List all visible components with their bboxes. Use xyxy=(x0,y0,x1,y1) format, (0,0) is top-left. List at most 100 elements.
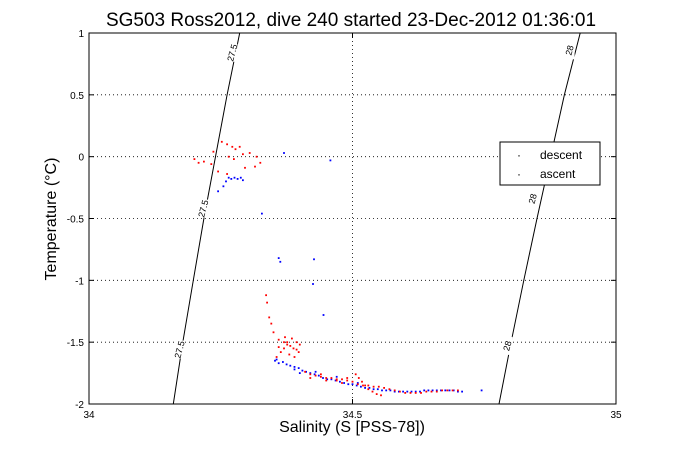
descent-point-49 xyxy=(406,390,409,393)
ascent-point-37 xyxy=(283,347,285,350)
ascent-point-85 xyxy=(284,336,286,339)
ascent-point-74 xyxy=(367,388,370,391)
descent-point-36 xyxy=(351,383,354,386)
y-tick-label-0: -2 xyxy=(75,400,84,411)
legend-label-ascent: ascent xyxy=(540,167,576,181)
descent-point-3 xyxy=(236,178,239,180)
contour-label-bg-0-2 xyxy=(174,340,185,359)
ascent-point-38 xyxy=(275,356,278,358)
contour-label-0-1: 27.5 xyxy=(196,199,210,219)
ascent-point-52 xyxy=(367,384,370,387)
ascent-point-8 xyxy=(234,148,237,151)
descent-point-43 xyxy=(381,389,383,392)
ascent-point-28 xyxy=(289,345,292,347)
ascent-point-73 xyxy=(364,384,366,387)
ascent-point-58 xyxy=(399,390,401,393)
descent-point-64 xyxy=(314,370,317,373)
ascent-point-69 xyxy=(457,389,459,392)
ascent-point-21 xyxy=(266,301,268,304)
descent-point-63 xyxy=(480,389,483,392)
descent-point-56 xyxy=(435,389,438,392)
ascent-point-6 xyxy=(226,143,228,146)
contour-label-1-1: 28 xyxy=(527,193,539,205)
descent-point-57 xyxy=(440,389,442,392)
ascent-point-41 xyxy=(309,373,312,376)
ascent-point-75 xyxy=(371,390,374,393)
descent-point-51 xyxy=(414,390,417,393)
ascent-point-23 xyxy=(270,322,273,325)
descent-point-7 xyxy=(242,179,244,182)
contour-label-1-0: 28 xyxy=(563,44,575,56)
descent-point-13 xyxy=(279,260,282,263)
y-tick-label-5: 0.5 xyxy=(70,91,84,102)
ascent-point-45 xyxy=(330,377,333,379)
descent-point-69 xyxy=(275,358,278,361)
ascent-point-0 xyxy=(193,158,196,160)
descent-point-68 xyxy=(298,372,301,374)
chart-title: SG503 Ross2012, dive 240 started 23-Dec-… xyxy=(106,10,596,31)
ascent-point-17 xyxy=(217,170,219,173)
ascent-point-18 xyxy=(226,173,228,175)
ascent-point-59 xyxy=(404,392,407,394)
series-descent xyxy=(217,152,483,393)
descent-point-41 xyxy=(372,388,375,391)
descent-point-45 xyxy=(389,389,392,392)
ascent-point-22 xyxy=(268,316,271,319)
descent-point-24 xyxy=(301,369,304,372)
ascent-point-11 xyxy=(233,158,235,160)
descent-point-15 xyxy=(312,283,314,285)
ascent-point-67 xyxy=(446,389,449,392)
ascent-point-47 xyxy=(341,378,343,381)
descent-point-46 xyxy=(393,390,396,393)
ascent-point-51 xyxy=(362,384,364,387)
ascent-point-26 xyxy=(283,341,285,344)
ascent-point-7 xyxy=(231,145,234,148)
ascent-point-64 xyxy=(430,390,433,393)
ascent-point-76 xyxy=(375,393,378,395)
descent-point-19 xyxy=(282,361,284,363)
ascent-point-13 xyxy=(248,152,251,154)
y-tick-label-1: -1.5 xyxy=(67,338,85,349)
ascent-point-54 xyxy=(377,385,380,388)
y-tick-label-6: 1 xyxy=(78,29,84,40)
descent-point-6 xyxy=(222,185,225,188)
ascent-point-72 xyxy=(361,380,363,383)
ascent-point-62 xyxy=(420,392,422,394)
descent-point-37 xyxy=(355,384,358,387)
descent-point-38 xyxy=(360,385,362,388)
descent-point-12 xyxy=(277,257,280,259)
legend-label-descent: descent xyxy=(540,148,583,162)
ascent-point-55 xyxy=(383,387,385,389)
ascent-point-49 xyxy=(351,380,354,383)
ascent-point-86 xyxy=(295,341,298,344)
descent-point-58 xyxy=(444,389,447,392)
y-tick-label-2: -1 xyxy=(75,276,84,287)
ascent-point-63 xyxy=(425,390,428,393)
descent-point-22 xyxy=(293,366,296,368)
descent-point-27 xyxy=(313,373,316,376)
legend-marker-ascent: · xyxy=(517,167,521,181)
descent-point-31 xyxy=(330,378,333,381)
contour-label-1-2: 28 xyxy=(501,340,513,352)
ascent-point-1 xyxy=(197,161,200,164)
ascent-point-48 xyxy=(346,379,349,382)
descent-point-65 xyxy=(335,375,338,378)
ascent-point-83 xyxy=(309,377,312,379)
x-axis-label: Salinity (S [PSS-78]) xyxy=(279,419,425,436)
ascent-point-29 xyxy=(292,347,295,350)
descent-point-14 xyxy=(313,258,315,261)
descent-point-61 xyxy=(457,390,459,393)
descent-point-11 xyxy=(329,159,332,162)
descent-point-28 xyxy=(317,374,320,377)
descent-point-32 xyxy=(334,379,337,382)
ascent-point-31 xyxy=(297,351,300,353)
contour-label-bg-1-2 xyxy=(502,336,513,355)
descent-point-16 xyxy=(322,314,325,316)
descent-point-42 xyxy=(376,388,379,391)
contour-label-bg-1-1 xyxy=(527,189,538,208)
scatter-points xyxy=(193,140,483,397)
contour-label-bg-0-0 xyxy=(227,43,238,62)
ascent-point-77 xyxy=(380,394,382,397)
ascent-point-15 xyxy=(259,161,262,164)
x-tick-label-1: 34.5 xyxy=(343,410,363,421)
